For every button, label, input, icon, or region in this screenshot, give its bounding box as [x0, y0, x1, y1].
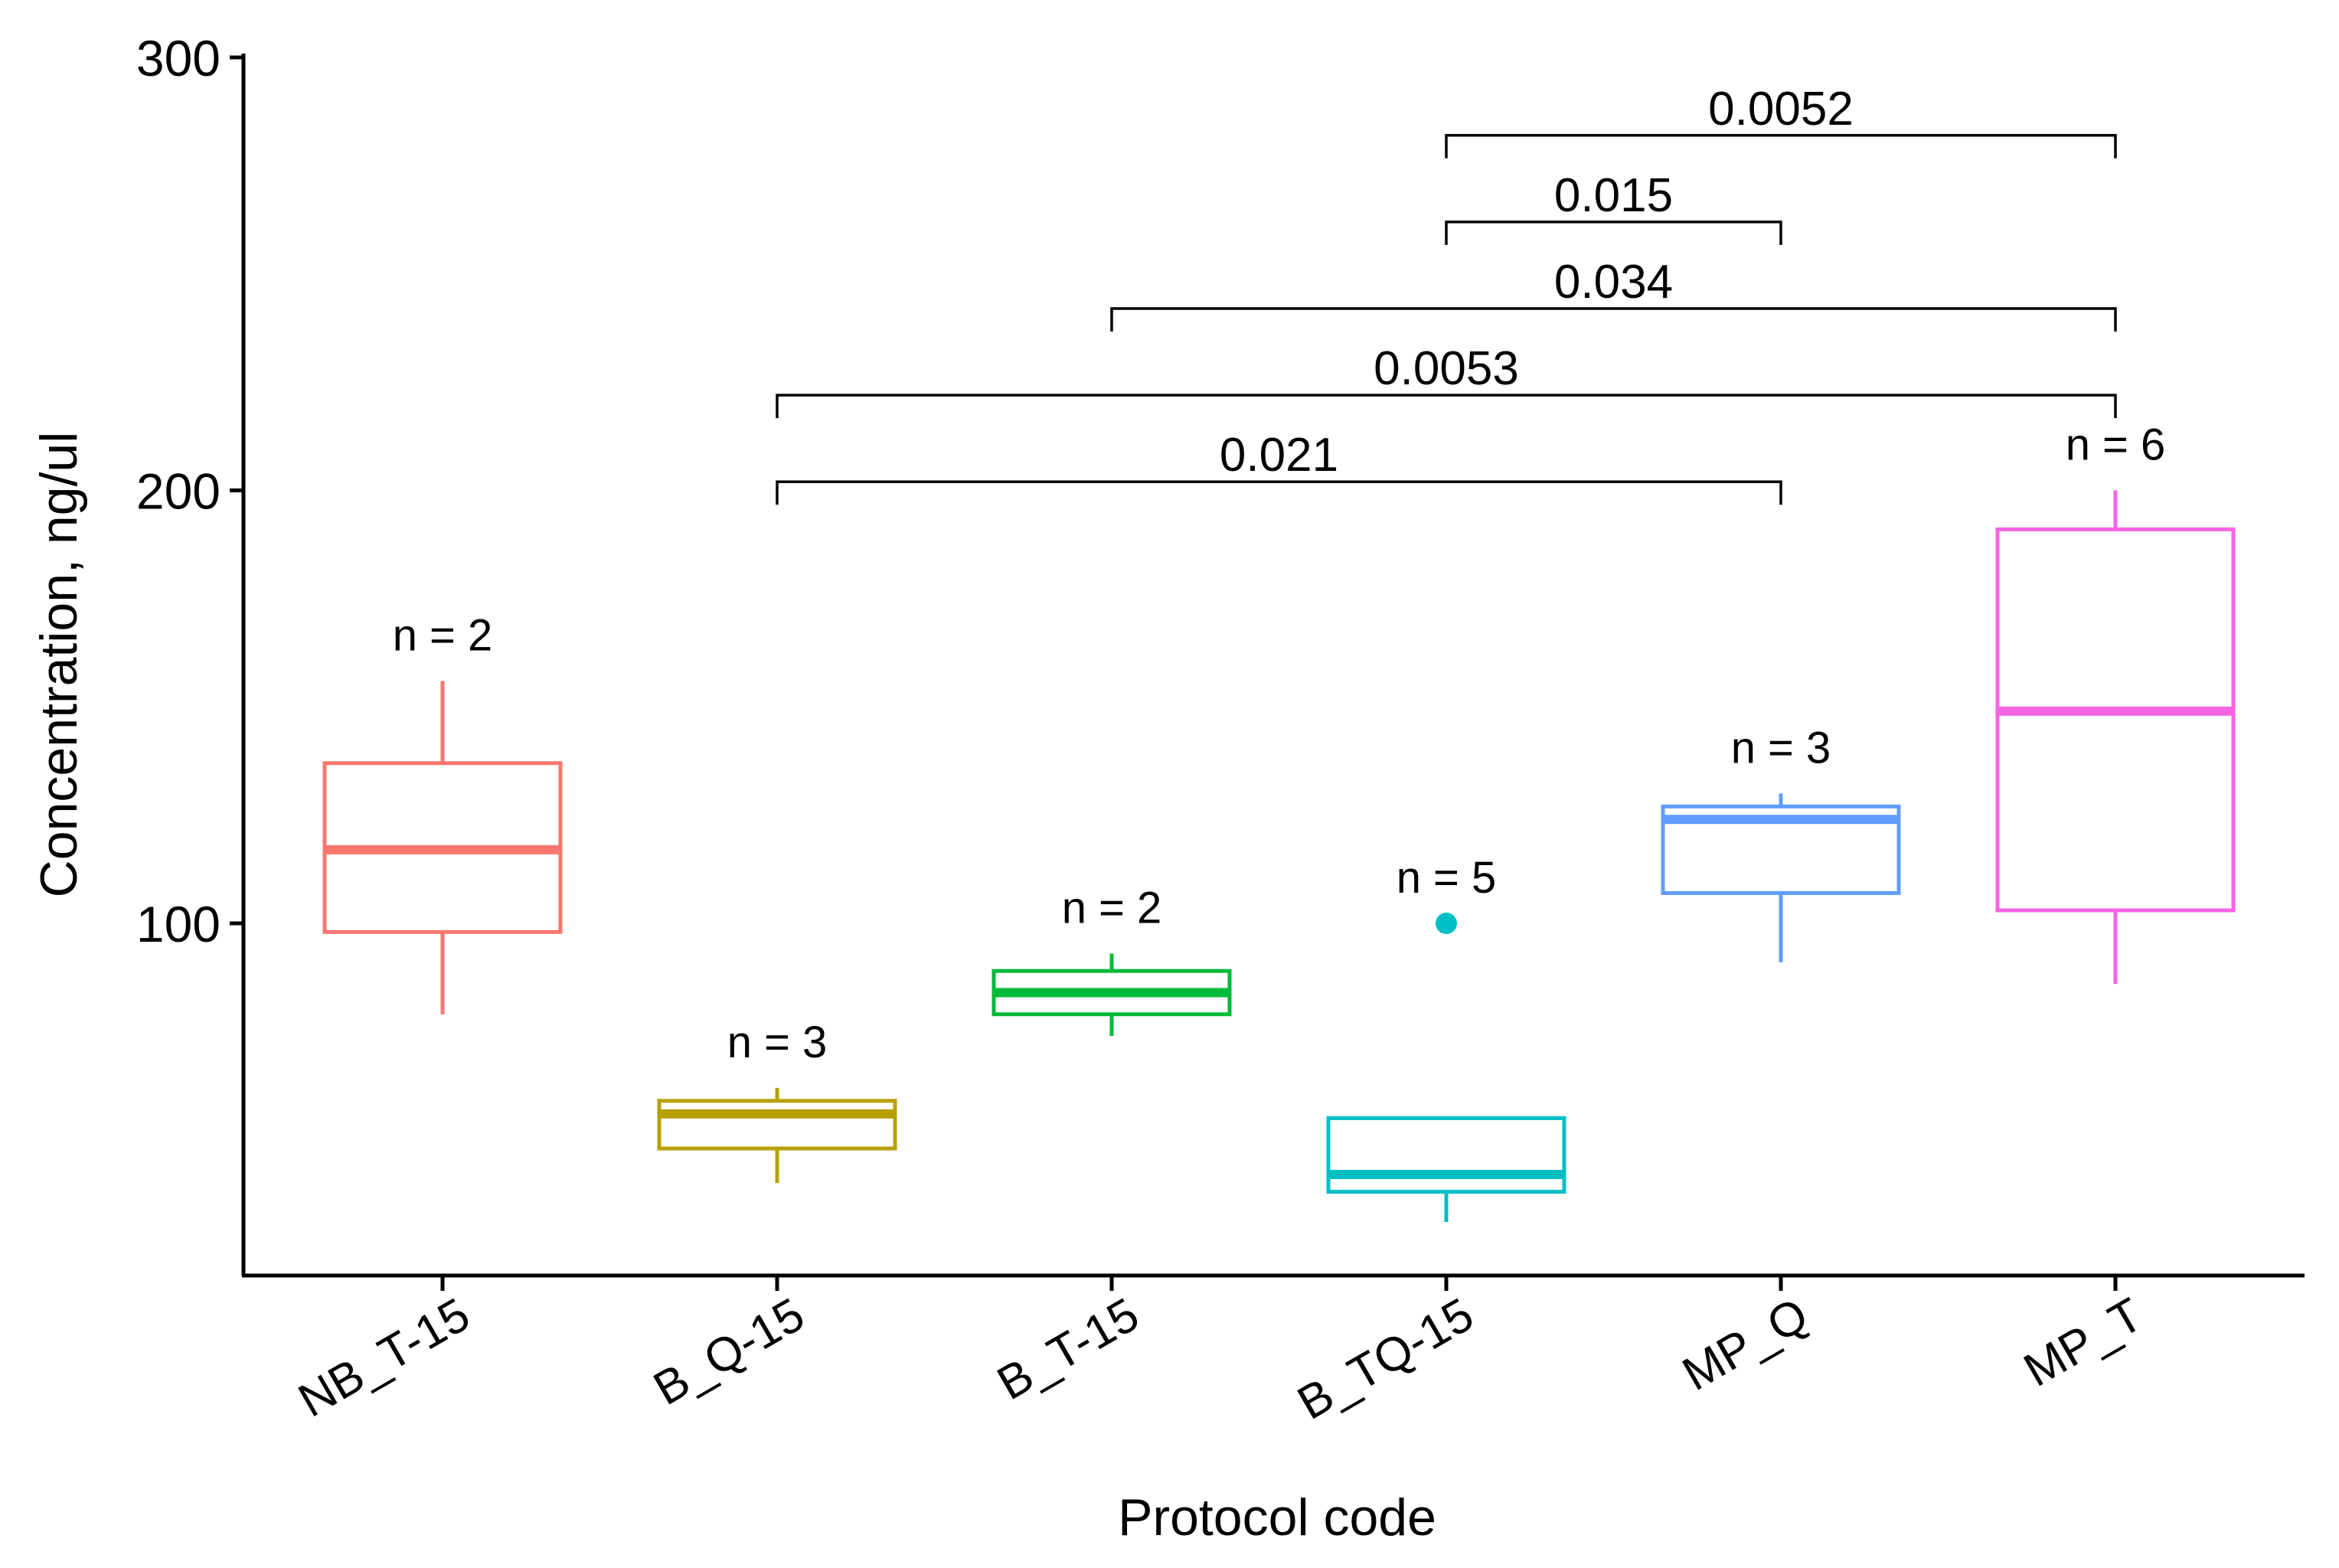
bracket-line — [776, 480, 1782, 505]
y-tick-label: 200 — [136, 463, 221, 520]
comparison-bracket: 0.034 — [1110, 256, 2117, 332]
comparison-bracket: 0.0053 — [776, 342, 2117, 419]
p-value-label: 0.0053 — [1374, 342, 1519, 395]
n-label: n = 2 — [393, 610, 493, 660]
box-b-t-15: n = 2 — [991, 884, 1232, 1037]
n-label: n = 3 — [727, 1018, 828, 1067]
y-axis-title: Concentration, ng/ul — [30, 432, 88, 898]
bracket-line — [1445, 220, 1782, 245]
p-value-label: 0.015 — [1554, 169, 1673, 222]
box-mp-q: n = 3 — [1661, 723, 1901, 962]
n-label: n = 2 — [1062, 884, 1162, 933]
box-mp-t: n = 6 — [1995, 420, 2236, 985]
p-value-label: 0.0052 — [1708, 83, 1854, 136]
box-iqr — [1326, 1116, 1566, 1194]
x-tick-label: MP_Q — [1674, 1288, 1817, 1401]
n-label: n = 3 — [1731, 723, 1831, 773]
x-tick-label: MP_T — [2015, 1288, 2151, 1396]
axes — [241, 54, 2305, 1278]
significance-brackets: 0.0052 0.015 0.034 0.0053 0.021 — [776, 83, 2117, 505]
x-axis-title: Protocol code — [1118, 1488, 1436, 1547]
box-iqr — [657, 1099, 897, 1151]
comparison-bracket: 0.0052 — [1445, 83, 2117, 158]
box-nb-t-15: n = 2 — [322, 610, 563, 1014]
comparison-bracket: 0.021 — [776, 429, 1782, 505]
bracket-line — [1110, 307, 2117, 332]
y-tick-label: 100 — [136, 896, 221, 952]
n-label: n = 5 — [1397, 853, 1497, 903]
x-tick-label: NB_T-15 — [290, 1288, 479, 1427]
x-tick-label: B_T-15 — [988, 1288, 1148, 1410]
plot-area: n = 2 n = 3 n = 2 n = 5 n = 3 n = 6 — [322, 420, 2236, 1223]
x-tick-label: B_TQ-15 — [1289, 1288, 1482, 1430]
p-value-label: 0.034 — [1554, 256, 1673, 309]
x-tick-label: B_Q-15 — [645, 1288, 813, 1416]
box-b-q-15: n = 3 — [657, 1018, 897, 1184]
box-b-tq-15: n = 5 — [1326, 853, 1566, 1223]
n-label: n = 6 — [2066, 420, 2166, 470]
y-tick-label: 300 — [136, 30, 221, 87]
box-iqr — [1995, 527, 2236, 913]
box-iqr — [1661, 804, 1901, 895]
ticks: 100 200 300 NB_T-15 B_Q-15 B_T-15 B_TQ-15 MP_Q M… — [136, 30, 2151, 1430]
bracket-line — [776, 394, 2117, 419]
outlier-point — [1436, 913, 1457, 934]
comparison-bracket: 0.015 — [1445, 169, 1782, 245]
p-value-label: 0.021 — [1220, 429, 1338, 482]
bracket-line — [1445, 134, 2117, 158]
